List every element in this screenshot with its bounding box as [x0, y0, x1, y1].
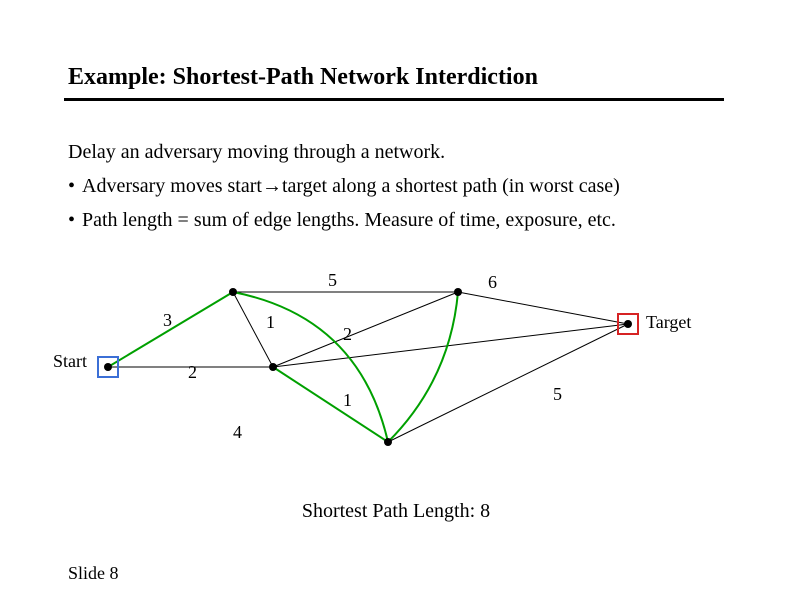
node-start — [104, 363, 112, 371]
page-title: Example: Shortest-Path Network Interdict… — [68, 64, 538, 91]
node-label-start: Start — [53, 351, 87, 372]
edge-weight: 3 — [163, 310, 172, 331]
edge-weight: 6 — [488, 272, 497, 293]
slide-number: Slide 8 — [68, 563, 119, 584]
node-d — [384, 438, 392, 446]
edge-weight: 5 — [553, 384, 562, 405]
bullet-list: Delay an adversary moving through a netw… — [68, 135, 620, 237]
edge — [273, 367, 388, 442]
shortest-path-label: Shortest Path Length: 8 — [0, 500, 792, 523]
edge-weight: 1 — [266, 312, 275, 333]
edge — [388, 292, 458, 442]
edge-weight: 2 — [343, 324, 352, 345]
node-c — [454, 288, 462, 296]
edge — [458, 292, 628, 324]
node-b — [269, 363, 277, 371]
edge-weight: 1 — [343, 390, 352, 411]
node-label-target: Target — [646, 312, 691, 333]
network-diagram: 356122154StartTarget — [68, 262, 728, 482]
bullet-2: •Path length = sum of edge lengths. Meas… — [68, 203, 620, 237]
edge-weight: 2 — [188, 362, 197, 383]
bullet-intro: Delay an adversary moving through a netw… — [68, 135, 620, 169]
title-underline — [64, 98, 724, 101]
edge-weight: 5 — [328, 270, 337, 291]
node-target — [624, 320, 632, 328]
bullet-1-text: Adversary moves start→target along a sho… — [82, 175, 620, 197]
edge-weight: 4 — [233, 422, 242, 443]
bullet-1: •Adversary moves start→target along a sh… — [68, 169, 620, 203]
bullet-2-text: Path length = sum of edge lengths. Measu… — [82, 209, 616, 231]
edges-layer — [68, 262, 728, 482]
edge — [388, 324, 628, 442]
node-a — [229, 288, 237, 296]
